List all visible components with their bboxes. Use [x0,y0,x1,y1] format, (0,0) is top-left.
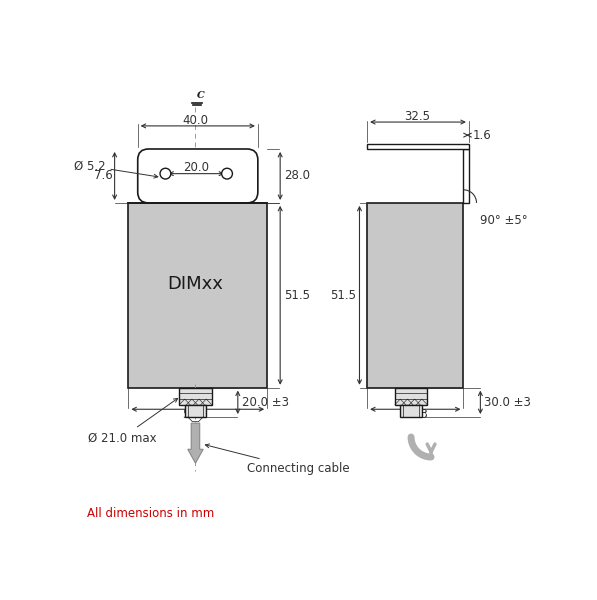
Text: All dimensions in mm: All dimensions in mm [87,507,214,520]
Circle shape [160,168,171,179]
Text: Ø 5.2: Ø 5.2 [74,160,158,178]
Text: Ø 21.0 max: Ø 21.0 max [88,398,178,444]
Text: 20.0 ±3: 20.0 ±3 [242,396,289,409]
Text: 30.3: 30.3 [402,408,428,421]
Text: 40.0: 40.0 [183,114,208,127]
Text: Connecting cable: Connecting cable [205,444,350,475]
FancyArrow shape [188,423,203,463]
Bar [184,404,206,417]
FancyBboxPatch shape [138,149,258,203]
Circle shape [221,168,232,179]
Bar [367,203,463,388]
Text: 90° ±5°: 90° ±5° [481,214,528,227]
Text: 51.5: 51.5 [183,408,208,421]
Text: 32.5: 32.5 [405,110,430,123]
Bar [463,149,469,203]
Text: 20.0: 20.0 [183,161,209,174]
Text: 30.0 ±3: 30.0 ±3 [484,396,531,409]
Text: 28.0: 28.0 [284,169,310,182]
Bar [179,388,212,404]
Text: 7.6: 7.6 [94,169,112,182]
Bar [395,388,427,404]
Text: DIMxx: DIMxx [168,275,223,293]
Text: C: C [197,91,205,100]
Bar [367,143,469,149]
Text: 51.5: 51.5 [330,289,356,302]
Bar [400,404,422,417]
Text: 1.6: 1.6 [473,128,491,142]
Text: 51.5: 51.5 [284,289,310,302]
Bar [128,203,267,388]
